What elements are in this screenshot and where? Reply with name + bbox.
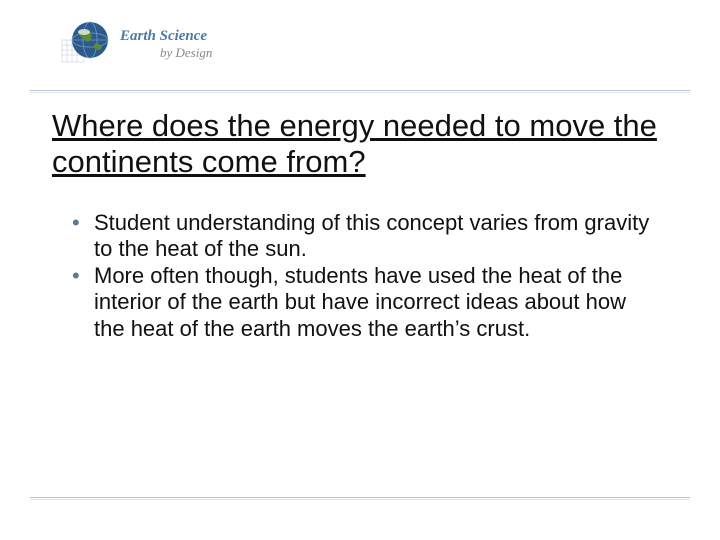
list-item: More often though, students have used th… <box>72 263 650 342</box>
slide-title: Where does the energy needed to move the… <box>52 108 668 179</box>
slide: Earth Science by Design Where does the e… <box>0 0 720 540</box>
brand-subtitle: by Design <box>160 46 212 60</box>
globe-icon <box>60 18 112 70</box>
brand-text: Earth Science by Design <box>120 28 212 61</box>
slide-header: Earth Science by Design <box>60 18 212 70</box>
footer-divider <box>30 497 690 500</box>
brand-title: Earth Science <box>120 28 212 45</box>
list-item: Student understanding of this concept va… <box>72 210 650 263</box>
bullet-list: Student understanding of this concept va… <box>72 210 650 342</box>
header-divider <box>30 90 690 93</box>
